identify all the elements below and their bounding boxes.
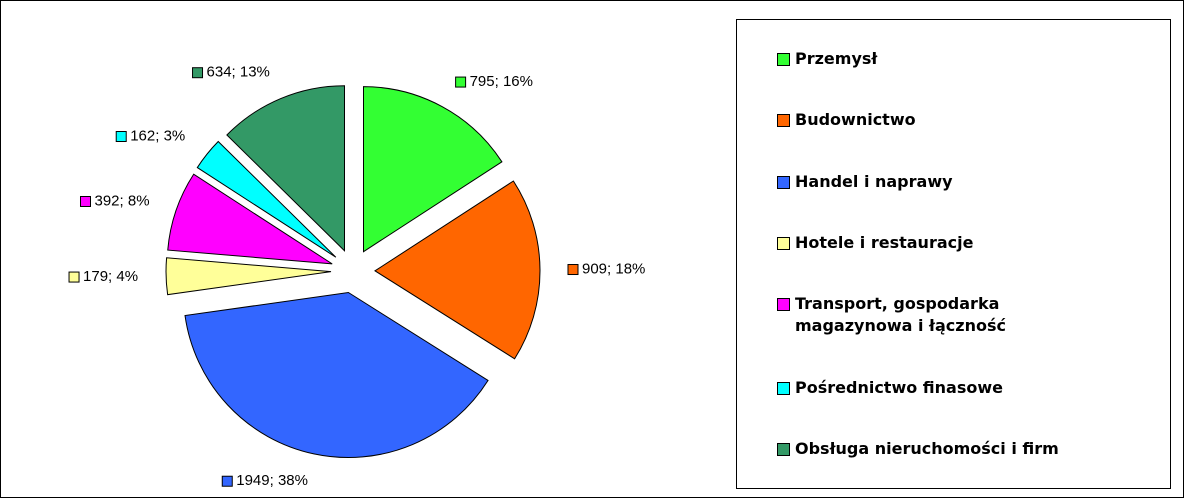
data-label: 795; 16% xyxy=(470,73,533,90)
data-label-swatch xyxy=(192,67,204,79)
legend-swatch xyxy=(777,52,790,66)
data-label: 634; 13% xyxy=(207,64,270,81)
data-label: 1949; 38% xyxy=(236,472,308,489)
data-label: 392; 8% xyxy=(94,192,149,209)
legend-item: Przemysł xyxy=(777,48,1170,70)
legend-item: Hotele i restauracje xyxy=(777,232,1170,254)
legend-label: Handel i naprawy xyxy=(795,171,953,191)
legend-item: Pośrednictwo finasowe xyxy=(777,377,1170,399)
legend-item: Budownictwo xyxy=(777,109,1170,131)
legend-swatch xyxy=(777,236,790,250)
data-label: 179; 4% xyxy=(83,268,138,285)
legend-swatch xyxy=(777,381,790,395)
legend-label: Przemysł xyxy=(795,48,878,68)
pie-slice xyxy=(374,180,541,360)
legend-swatch xyxy=(777,175,790,189)
legend-label: Budownictwo xyxy=(795,110,916,130)
legend-item: Transport, gospodarka magazynowa i łączn… xyxy=(777,293,1170,337)
pie-area: 795; 16% 909; 18% 1949; 38% 179; 4% 392; 8% 1… xyxy=(68,64,645,489)
data-label-swatch xyxy=(68,271,80,283)
data-label-swatch xyxy=(567,264,579,276)
legend-item: Obsługa nieruchomości i firm xyxy=(777,438,1170,460)
legend-swatch xyxy=(777,114,790,128)
legend-label: Obsługa nieruchomości i firm xyxy=(795,439,1059,459)
pie-slice xyxy=(226,85,345,252)
pie-slice xyxy=(167,173,333,265)
legend-swatch xyxy=(777,298,790,312)
legend-label: Transport, gospodarka magazynowa i łączn… xyxy=(795,294,1006,336)
legend-item: Handel i naprawy xyxy=(777,171,1170,193)
legend-swatch xyxy=(777,443,790,457)
data-label: 162; 3% xyxy=(130,127,185,144)
legend-label: Hotele i restauracje xyxy=(795,232,974,252)
data-label: 909; 18% xyxy=(582,260,645,277)
legend-label: Pośrednictwo finasowe xyxy=(795,377,1003,397)
data-label-swatch xyxy=(115,130,127,142)
pie-slice xyxy=(196,140,337,258)
pie-slice xyxy=(165,257,332,296)
data-label-swatch xyxy=(79,195,91,207)
pie-slice xyxy=(184,291,489,458)
data-label-swatch xyxy=(221,475,233,487)
legend: Przemysł Budownictwo Handel i naprawy Hotel… xyxy=(736,19,1171,489)
data-label-swatch xyxy=(455,76,467,88)
pie-slice xyxy=(363,86,503,253)
